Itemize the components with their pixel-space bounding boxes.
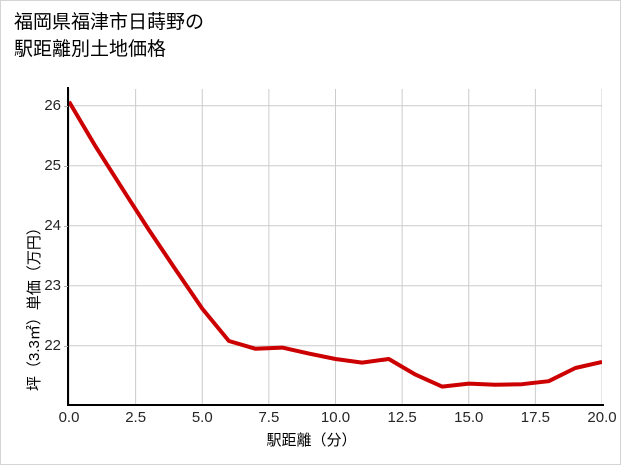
x-tick-label: 17.5	[520, 409, 550, 426]
gridlines	[69, 89, 602, 404]
y-tick-mark	[64, 285, 68, 287]
y-axis-spine	[67, 87, 69, 406]
x-tick-label: 5.0	[191, 409, 213, 426]
x-tick-label: 15.0	[454, 409, 484, 426]
x-axis-spine	[67, 404, 604, 406]
y-tick-mark	[64, 345, 68, 347]
x-tick-label: 12.5	[387, 409, 417, 426]
y-tick-mark	[64, 225, 68, 227]
y-tick-label: 23	[44, 276, 61, 294]
price-line-series	[69, 100, 602, 389]
y-tick-mark	[64, 165, 68, 167]
y-tick-label: 26	[44, 96, 61, 114]
x-tick-label: 0.0	[58, 409, 80, 426]
y-axis-label: 坪（3.3㎡）単価（万円）	[26, 220, 43, 391]
y-tick-label: 24	[44, 216, 61, 234]
x-tick-label: 7.5	[258, 409, 280, 426]
x-tick-label: 10.0	[320, 409, 351, 426]
series-line	[69, 100, 602, 389]
y-tick-label: 22	[44, 336, 61, 354]
y-tick-mark	[64, 105, 68, 107]
x-tick-label: 20.0	[587, 409, 617, 426]
plot-area	[69, 89, 602, 404]
x-tick-label: 2.5	[125, 409, 147, 426]
page-title: 福岡県福津市日蒔野の 駅距離別土地価格	[14, 12, 205, 60]
x-axis-label: 駅距離（分）	[266, 432, 357, 449]
y-tick-label: 25	[44, 156, 61, 174]
